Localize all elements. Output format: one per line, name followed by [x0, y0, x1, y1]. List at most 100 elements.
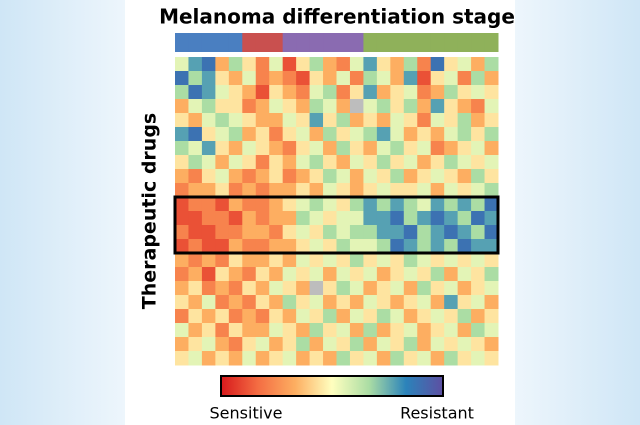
heatmap-cell	[484, 225, 499, 240]
heatmap-cell	[403, 295, 418, 310]
heatmap-cell	[282, 127, 297, 142]
heatmap-cell	[403, 337, 418, 352]
heatmap-cell	[457, 309, 472, 324]
heatmap-cell	[323, 281, 337, 296]
heatmap-cell	[215, 309, 230, 324]
heatmap-cell	[215, 337, 230, 352]
heatmap-cell	[403, 211, 418, 226]
heatmap-cell	[376, 337, 391, 352]
heatmap-cell	[296, 113, 311, 128]
heatmap-cell	[417, 281, 432, 296]
heatmap-cell	[444, 267, 459, 282]
heatmap-cell	[430, 197, 445, 212]
heatmap-cell	[336, 155, 351, 170]
heatmap-cell	[269, 71, 284, 86]
heatmap-cell	[242, 71, 257, 86]
heatmap-cell	[457, 183, 472, 198]
heatmap-cell	[430, 99, 445, 114]
heatmap-cell	[484, 295, 499, 310]
heatmap-cell	[403, 253, 418, 268]
heatmap-cell	[390, 57, 405, 72]
heatmap-cell	[403, 71, 418, 86]
heatmap-cell	[336, 351, 351, 366]
heatmap-cell	[228, 85, 243, 100]
heatmap-cell	[175, 113, 189, 128]
heatmap-cell	[471, 57, 486, 72]
heatmap-cell	[215, 183, 230, 198]
heatmap-cell	[201, 155, 216, 170]
heatmap-cell	[336, 141, 351, 156]
heatmap-cell	[255, 183, 270, 198]
heatmap-cell	[309, 71, 324, 86]
heatmap-cell	[349, 57, 364, 72]
heatmap-cell	[228, 225, 243, 240]
heatmap-cell	[309, 351, 324, 366]
heatmap-cell	[215, 99, 230, 114]
stage-bar	[336, 33, 351, 52]
heatmap-cell	[269, 225, 284, 240]
heatmap-cell	[269, 183, 284, 198]
heatmap-cell	[349, 155, 364, 170]
heatmap-cell	[390, 225, 405, 240]
heatmap-cell	[228, 155, 243, 170]
heatmap-cell	[430, 295, 445, 310]
heatmap-cell	[215, 323, 230, 338]
heatmap-cell	[242, 281, 257, 296]
heatmap-cell	[336, 169, 351, 184]
heatmap-cell	[471, 351, 486, 366]
heatmap-cell	[484, 183, 499, 198]
heatmap-cell	[201, 323, 216, 338]
heatmap-cell	[417, 113, 432, 128]
heatmap-cell	[376, 309, 391, 324]
heatmap-cell	[215, 267, 230, 282]
heatmap-cell	[323, 85, 337, 100]
heatmap-cell	[242, 309, 257, 324]
heatmap-cell	[336, 99, 351, 114]
heatmap-cell	[282, 295, 297, 310]
heatmap-cell	[255, 113, 270, 128]
heatmap-cell	[255, 71, 270, 86]
heatmap-cell	[417, 169, 432, 184]
heatmap-cell	[255, 239, 270, 254]
heatmap-cell	[269, 99, 284, 114]
heatmap-cell	[430, 225, 445, 240]
heatmap-cell	[175, 71, 189, 86]
heatmap-cell	[242, 323, 257, 338]
heatmap-cell	[188, 169, 203, 184]
heatmap-cell	[269, 253, 284, 268]
stage-bar	[390, 33, 405, 52]
heatmap-cell	[484, 169, 499, 184]
heatmap-cell	[282, 337, 297, 352]
heatmap-cell	[403, 183, 418, 198]
heatmap-cell	[215, 197, 230, 212]
heatmap-cell	[228, 127, 243, 142]
heatmap-cell	[471, 239, 486, 254]
stage-bar	[444, 33, 459, 52]
heatmap-cell	[390, 141, 405, 156]
heatmap-cell	[215, 169, 230, 184]
stage-bar	[175, 33, 189, 52]
heatmap-cell	[336, 71, 351, 86]
heatmap-cell	[471, 253, 486, 268]
heatmap-cell	[215, 351, 230, 366]
heatmap-cell	[363, 267, 378, 282]
heatmap-cell	[201, 57, 216, 72]
heatmap-cell	[403, 155, 418, 170]
heatmap-cell	[201, 211, 216, 226]
heatmap-cell	[457, 351, 472, 366]
heatmap-cell	[228, 309, 243, 324]
heatmap-cell	[255, 323, 270, 338]
heatmap-cell	[376, 141, 391, 156]
heatmap-cell	[323, 99, 337, 114]
heatmap-cell	[201, 183, 216, 198]
heatmap-cell	[403, 113, 418, 128]
heatmap-cell	[430, 267, 445, 282]
heatmap-cell	[376, 351, 391, 366]
heatmap-cell	[242, 351, 257, 366]
heatmap-cell	[255, 351, 270, 366]
stage-bar	[282, 33, 297, 52]
heatmap-cell	[376, 85, 391, 100]
heatmap-cell	[255, 141, 270, 156]
heatmap-cell	[282, 155, 297, 170]
